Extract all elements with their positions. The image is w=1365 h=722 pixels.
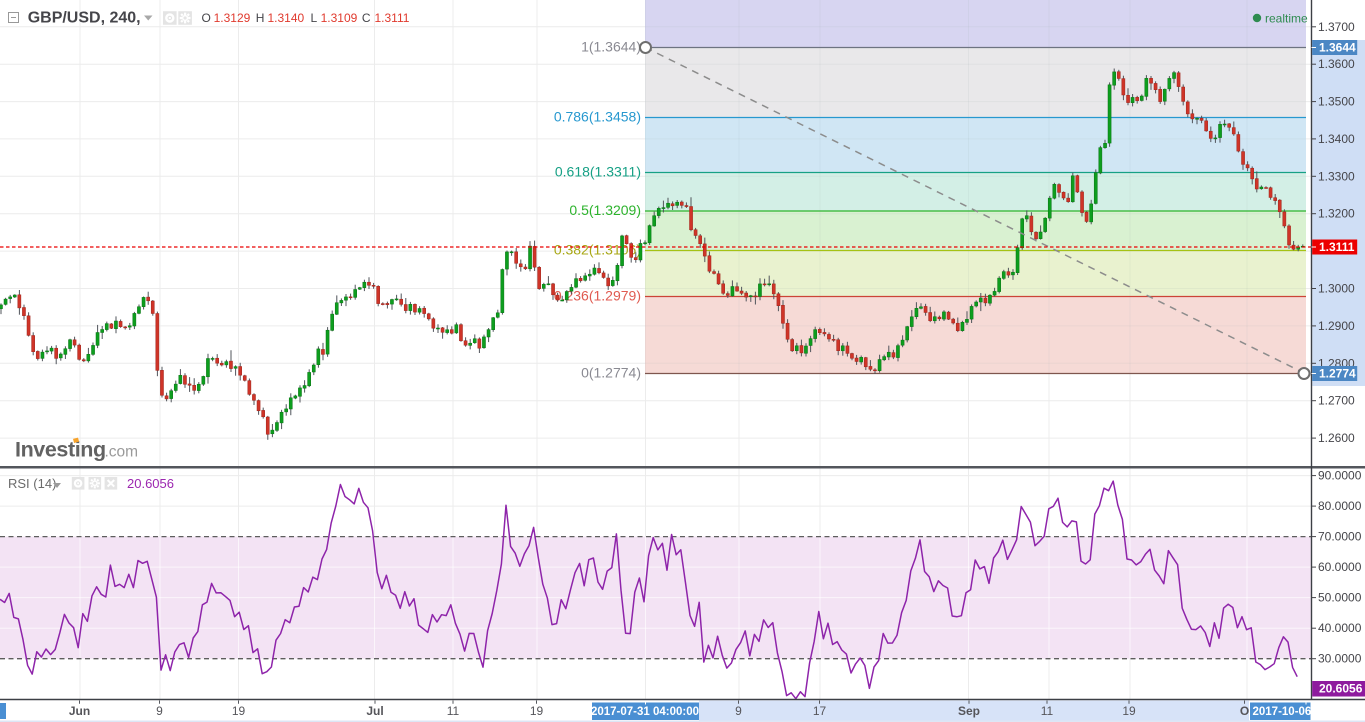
svg-text:11: 11 (447, 704, 460, 718)
svg-text:1.3500: 1.3500 (1318, 95, 1355, 109)
svg-text:2017-10-06: 2017-10-06 (1253, 706, 1312, 718)
svg-text:2017-07-31 04:00:00: 2017-07-31 04:00:00 (591, 706, 699, 718)
svg-text:19: 19 (232, 704, 246, 718)
svg-text:Jul: Jul (366, 704, 383, 718)
svg-text:0.786(1.3458): 0.786(1.3458) (554, 109, 641, 125)
svg-text:1.3109: 1.3109 (321, 11, 358, 25)
svg-text:9: 9 (735, 704, 742, 718)
svg-text:1.3400: 1.3400 (1318, 132, 1355, 146)
svg-text:H: H (256, 11, 265, 25)
svg-text:1.2700: 1.2700 (1318, 394, 1355, 408)
svg-text:90.0000: 90.0000 (1318, 469, 1362, 483)
svg-text:O: O (202, 11, 211, 25)
svg-text:19: 19 (1122, 704, 1136, 718)
svg-text:Investing: Investing (15, 438, 106, 462)
svg-text:20.6056: 20.6056 (127, 476, 174, 491)
svg-text:0.236(1.2979): 0.236(1.2979) (554, 288, 641, 304)
svg-text:1.3300: 1.3300 (1318, 169, 1355, 183)
svg-text:40.0000: 40.0000 (1318, 621, 1362, 635)
svg-text:60.0000: 60.0000 (1318, 560, 1362, 574)
svg-text:1.3200: 1.3200 (1318, 207, 1355, 221)
svg-text:1.2900: 1.2900 (1318, 319, 1355, 333)
svg-text:Sep: Sep (958, 704, 980, 718)
svg-text:0.382(1.3106): 0.382(1.3106) (554, 242, 641, 258)
svg-text:80.0000: 80.0000 (1318, 499, 1362, 513)
svg-text:20.6056: 20.6056 (1319, 682, 1363, 696)
svg-text:1.3129: 1.3129 (214, 11, 251, 25)
svg-text:30.0000: 30.0000 (1318, 652, 1362, 666)
svg-text:1.3644: 1.3644 (1319, 41, 1356, 55)
svg-text:1.3111: 1.3111 (375, 11, 410, 25)
svg-text:0.5(1.3209): 0.5(1.3209) (569, 202, 641, 218)
svg-text:1.3111: 1.3111 (1319, 240, 1355, 254)
svg-text:50.0000: 50.0000 (1318, 591, 1362, 605)
svg-text:17: 17 (813, 704, 827, 718)
svg-text:1.2600: 1.2600 (1318, 431, 1355, 445)
svg-text:19: 19 (530, 704, 544, 718)
svg-text:9: 9 (156, 704, 163, 718)
svg-text:L: L (311, 11, 318, 25)
svg-text:O: O (1240, 704, 1249, 718)
svg-text:11: 11 (1041, 704, 1054, 718)
svg-text:realtime: realtime (1265, 12, 1308, 26)
svg-text:1.3000: 1.3000 (1318, 282, 1355, 296)
svg-text:.com: .com (105, 444, 139, 461)
svg-text:1.2774: 1.2774 (1319, 367, 1356, 381)
svg-text:70.0000: 70.0000 (1318, 530, 1362, 544)
svg-text:1.3600: 1.3600 (1318, 57, 1355, 71)
svg-text:1.3700: 1.3700 (1318, 20, 1355, 34)
svg-text:1(1.3644): 1(1.3644) (581, 39, 641, 55)
svg-text:C: C (362, 11, 371, 25)
svg-text:1.3140: 1.3140 (268, 11, 305, 25)
svg-text:RSI (14): RSI (14) (8, 476, 56, 491)
svg-text:Jun: Jun (69, 704, 90, 718)
svg-text:0(1.2774): 0(1.2774) (581, 365, 641, 381)
svg-text:0.618(1.3311): 0.618(1.3311) (555, 164, 641, 180)
svg-text:GBP/USD, 240,: GBP/USD, 240, (28, 10, 141, 27)
